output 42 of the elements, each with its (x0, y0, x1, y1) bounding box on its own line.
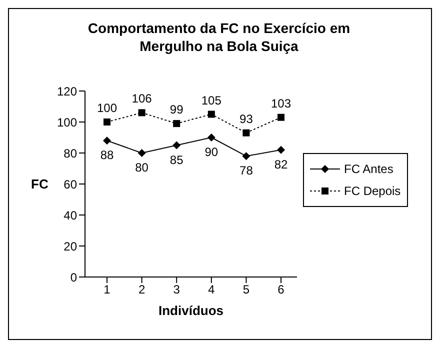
x-tick-label: 6 (278, 282, 285, 297)
legend-label: FC Depois (344, 184, 401, 198)
x-tick-label: 2 (138, 282, 146, 297)
chart-title: Comportamento da FC no Exercício em Mergulho na Bola Suiça (86, 19, 352, 55)
point (207, 134, 216, 142)
point (138, 149, 146, 157)
y-tick-label: 0 (70, 270, 78, 284)
y-tick-label: 40 (64, 208, 78, 222)
point (104, 118, 110, 126)
y-tick-label: 20 (64, 239, 78, 254)
point (173, 120, 180, 128)
x-tick-label: 5 (242, 282, 250, 297)
point (138, 109, 146, 116)
point (277, 146, 285, 154)
data-label: 90 (204, 145, 218, 160)
data-label: 88 (100, 148, 114, 162)
legend-label: FC Antes (344, 162, 394, 176)
point (242, 152, 250, 160)
data-label: 105 (201, 93, 222, 108)
point (172, 141, 181, 150)
x-axis-title: Indivíduos (158, 303, 224, 318)
y-axis-title: FC (31, 176, 49, 192)
x-tick-label: 1 (104, 282, 111, 297)
data-label: 80 (135, 160, 149, 175)
y-tick-label: 60 (64, 177, 78, 192)
x-tick-label: 3 (173, 282, 180, 297)
point (278, 114, 284, 121)
data-label: 103 (270, 96, 292, 110)
y-tick-label: 80 (64, 146, 78, 160)
data-label: 106 (132, 92, 152, 106)
x-tick-label: 4 (208, 282, 216, 297)
y-tick-label: 100 (56, 115, 78, 130)
data-label: 85 (170, 152, 184, 167)
data-label: 82 (274, 157, 288, 172)
data-label: 99 (170, 102, 184, 117)
point (103, 136, 111, 145)
point (208, 110, 215, 118)
y-tick-label: 120 (56, 84, 78, 98)
data-label: 78 (240, 164, 254, 178)
point (242, 129, 250, 136)
data-label: 100 (96, 101, 118, 115)
data-label: 93 (240, 112, 254, 126)
